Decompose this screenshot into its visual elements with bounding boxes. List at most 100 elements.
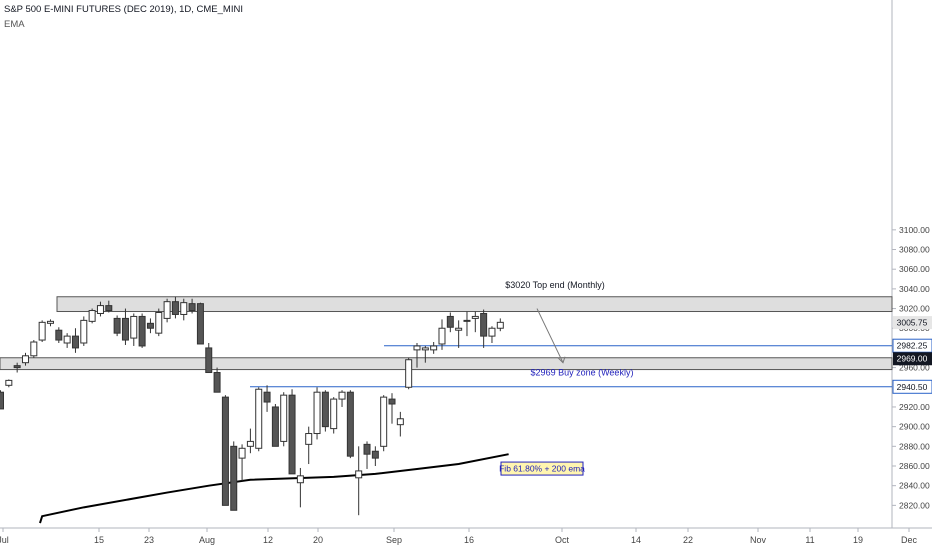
candle-body-down bbox=[230, 445, 238, 511]
candle bbox=[171, 296, 179, 319]
candle bbox=[421, 345, 429, 363]
candle bbox=[471, 311, 479, 333]
candle-body-up bbox=[30, 341, 38, 357]
candle bbox=[296, 467, 304, 508]
candle-body-down bbox=[188, 303, 196, 312]
candle bbox=[180, 298, 188, 321]
candle-body-up bbox=[396, 418, 404, 426]
candle-body-up bbox=[280, 394, 288, 442]
candle-body-up bbox=[96, 305, 104, 314]
candle bbox=[463, 311, 471, 337]
y-tick-label: 2920.00 bbox=[899, 402, 930, 412]
candle bbox=[255, 387, 263, 452]
candle-body-down bbox=[13, 365, 21, 369]
candle-body-up bbox=[421, 347, 429, 351]
y-tick-label: 2820.00 bbox=[899, 500, 930, 510]
candle bbox=[405, 357, 413, 390]
y-tick-label: 2880.00 bbox=[899, 441, 930, 451]
candle bbox=[13, 362, 21, 373]
candle-body-down bbox=[480, 312, 488, 337]
price-label-box bbox=[892, 379, 932, 394]
y-tick-label: 2840.00 bbox=[899, 481, 930, 491]
candle bbox=[138, 313, 146, 348]
arrow-head bbox=[557, 356, 566, 364]
candle bbox=[38, 320, 46, 343]
candle-body-up bbox=[313, 391, 321, 435]
candle bbox=[96, 301, 104, 317]
x-tick-label: 22 bbox=[683, 535, 693, 545]
candle bbox=[121, 308, 129, 345]
candle-body-down bbox=[221, 396, 229, 506]
candle bbox=[46, 319, 54, 327]
x-tick-label: 15 bbox=[94, 535, 104, 545]
price-label-text: 2969.00 bbox=[897, 354, 928, 364]
candle bbox=[105, 300, 113, 313]
candle bbox=[355, 446, 363, 516]
candle bbox=[330, 397, 338, 434]
candle-body-down bbox=[463, 319, 471, 322]
x-tick-label: 20 bbox=[313, 535, 323, 545]
buy-zone bbox=[0, 357, 893, 371]
candle-body-up bbox=[413, 345, 421, 351]
candle-body-up bbox=[180, 302, 188, 315]
candle bbox=[63, 333, 71, 348]
candle bbox=[430, 342, 438, 354]
candle bbox=[271, 404, 279, 447]
candle-body-down bbox=[0, 391, 4, 410]
candle bbox=[488, 326, 496, 343]
candle-body-down bbox=[288, 394, 296, 475]
candle-body-up bbox=[38, 321, 46, 341]
candle-body-up bbox=[255, 388, 263, 449]
fib-label: Fib 61.80% + 200 ema bbox=[499, 464, 585, 474]
candle bbox=[288, 389, 296, 475]
y-tick-label: 3040.00 bbox=[899, 284, 930, 294]
candle-body-up bbox=[63, 335, 71, 344]
candle bbox=[163, 298, 171, 323]
x-tick-label: Oct bbox=[555, 535, 570, 545]
candle bbox=[396, 411, 404, 437]
price-label-text: 2940.50 bbox=[897, 382, 928, 392]
x-tick-label: Sep bbox=[386, 535, 402, 545]
y-tick-label: 2900.00 bbox=[899, 422, 930, 432]
candle-body-up bbox=[155, 311, 163, 334]
candle-body-down bbox=[71, 335, 79, 349]
candle-body-down bbox=[138, 315, 146, 347]
price-label-box bbox=[893, 352, 932, 366]
candle-body-up bbox=[88, 310, 96, 322]
candle-body-up bbox=[355, 470, 363, 479]
candle-body-down bbox=[363, 443, 371, 455]
indicator-label: EMA bbox=[4, 19, 25, 30]
y-tick-label: 3020.00 bbox=[899, 304, 930, 314]
candle-body-up bbox=[5, 379, 13, 386]
ema200-line bbox=[39, 453, 509, 524]
candle bbox=[0, 390, 4, 410]
x-tick-label: 16 bbox=[464, 535, 474, 545]
x-tick-label: Dec bbox=[901, 535, 918, 545]
candle-body-down bbox=[263, 391, 271, 403]
candle-body-up bbox=[438, 327, 446, 345]
candle bbox=[238, 444, 246, 481]
candle-body-up bbox=[471, 315, 479, 319]
candle bbox=[155, 308, 163, 337]
candle bbox=[188, 298, 196, 314]
y-tick-label: 2860.00 bbox=[899, 461, 930, 471]
candle bbox=[455, 320, 463, 348]
candle bbox=[30, 340, 38, 358]
chart-title: S&P 500 E-MINI FUTURES (DEC 2019), 1D, C… bbox=[4, 4, 243, 15]
candle bbox=[221, 395, 229, 506]
price-label: 2982.25 bbox=[892, 338, 932, 353]
candle-body-down bbox=[446, 315, 454, 328]
candle-body-up bbox=[163, 301, 171, 319]
projection-arrow bbox=[536, 308, 564, 363]
candle bbox=[230, 441, 238, 511]
candle bbox=[55, 327, 63, 343]
candle-body-up bbox=[305, 433, 313, 445]
candle bbox=[21, 352, 29, 366]
candle bbox=[346, 390, 354, 459]
candle-body-up bbox=[488, 327, 496, 337]
y-tick-label: 3100.00 bbox=[899, 225, 930, 235]
price-label-text: 3005.75 bbox=[897, 318, 928, 328]
x-tick-label: 19 bbox=[853, 535, 863, 545]
candle bbox=[88, 308, 96, 324]
